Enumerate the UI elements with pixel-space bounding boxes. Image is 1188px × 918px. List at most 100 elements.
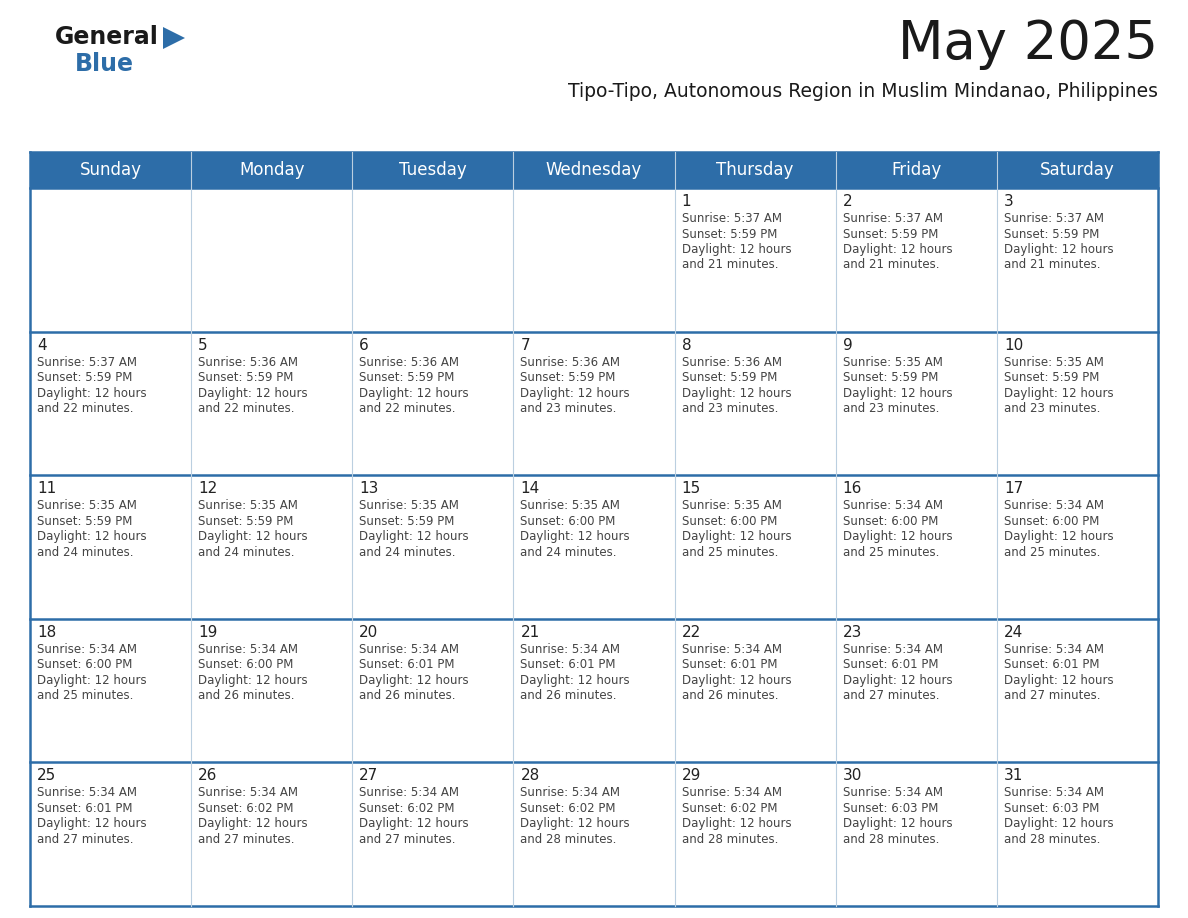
Text: 29: 29 [682,768,701,783]
Bar [30,331,191,476]
Text: and 23 minutes.: and 23 minutes. [520,402,617,415]
Text: 4: 4 [37,338,46,353]
Text: Sunset: 6:00 PM: Sunset: 6:00 PM [37,658,132,671]
Text: Daylight: 12 hours: Daylight: 12 hours [359,674,469,687]
Text: 14: 14 [520,481,539,497]
Text: Sunrise: 5:34 AM: Sunrise: 5:34 AM [37,787,137,800]
Text: Sunday: Sunday [80,161,141,179]
Text: Sunset: 5:59 PM: Sunset: 5:59 PM [682,228,777,241]
Bar [191,331,353,476]
Text: Sunrise: 5:34 AM: Sunrise: 5:34 AM [682,787,782,800]
Text: 22: 22 [682,625,701,640]
Text: and 24 minutes.: and 24 minutes. [520,545,617,559]
Text: Sunrise: 5:35 AM: Sunrise: 5:35 AM [520,499,620,512]
Bar [675,619,835,763]
Text: Sunset: 6:00 PM: Sunset: 6:00 PM [1004,515,1099,528]
Bar [997,188,1158,331]
Text: Sunset: 5:59 PM: Sunset: 5:59 PM [198,371,293,384]
Text: Sunset: 6:03 PM: Sunset: 6:03 PM [842,802,939,815]
Text: Sunset: 5:59 PM: Sunset: 5:59 PM [842,371,939,384]
Text: 24: 24 [1004,625,1023,640]
Text: Sunrise: 5:34 AM: Sunrise: 5:34 AM [520,787,620,800]
Text: Friday: Friday [891,161,941,179]
Text: Sunrise: 5:34 AM: Sunrise: 5:34 AM [1004,643,1104,655]
Text: 26: 26 [198,768,217,783]
Bar [835,476,997,619]
Text: and 28 minutes.: and 28 minutes. [1004,833,1100,845]
Bar [997,476,1158,619]
Text: Sunset: 6:03 PM: Sunset: 6:03 PM [1004,802,1099,815]
Text: and 27 minutes.: and 27 minutes. [198,833,295,845]
Bar [997,763,1158,906]
Text: Daylight: 12 hours: Daylight: 12 hours [842,386,953,399]
Text: 20: 20 [359,625,379,640]
Text: Thursday: Thursday [716,161,794,179]
Text: and 28 minutes.: and 28 minutes. [682,833,778,845]
Text: Sunrise: 5:34 AM: Sunrise: 5:34 AM [682,643,782,655]
Bar [30,763,191,906]
Text: Sunset: 5:59 PM: Sunset: 5:59 PM [682,371,777,384]
Bar [675,331,835,476]
Text: and 26 minutes.: and 26 minutes. [198,689,295,702]
Text: Sunset: 5:59 PM: Sunset: 5:59 PM [1004,371,1099,384]
Bar [675,476,835,619]
Text: Blue: Blue [75,52,134,76]
Text: Daylight: 12 hours: Daylight: 12 hours [682,386,791,399]
Text: and 27 minutes.: and 27 minutes. [1004,689,1100,702]
Text: 12: 12 [198,481,217,497]
Text: 2: 2 [842,194,852,209]
Text: Daylight: 12 hours: Daylight: 12 hours [520,674,630,687]
Bar [353,763,513,906]
Text: Daylight: 12 hours: Daylight: 12 hours [1004,386,1113,399]
Text: Sunrise: 5:34 AM: Sunrise: 5:34 AM [198,643,298,655]
Text: and 27 minutes.: and 27 minutes. [842,689,940,702]
Text: Sunrise: 5:35 AM: Sunrise: 5:35 AM [37,499,137,512]
Text: and 26 minutes.: and 26 minutes. [682,689,778,702]
Bar [835,331,997,476]
Text: Sunrise: 5:34 AM: Sunrise: 5:34 AM [37,643,137,655]
Text: Sunrise: 5:34 AM: Sunrise: 5:34 AM [1004,787,1104,800]
Text: Daylight: 12 hours: Daylight: 12 hours [520,817,630,831]
Text: Sunset: 6:01 PM: Sunset: 6:01 PM [842,658,939,671]
Text: and 24 minutes.: and 24 minutes. [37,545,133,559]
Text: 10: 10 [1004,338,1023,353]
Text: 8: 8 [682,338,691,353]
Text: 16: 16 [842,481,862,497]
Text: Daylight: 12 hours: Daylight: 12 hours [1004,674,1113,687]
Text: Sunset: 5:59 PM: Sunset: 5:59 PM [842,228,939,241]
Text: Sunrise: 5:34 AM: Sunrise: 5:34 AM [842,787,943,800]
Text: General: General [55,25,159,49]
Text: and 27 minutes.: and 27 minutes. [359,833,456,845]
Text: Sunset: 6:01 PM: Sunset: 6:01 PM [359,658,455,671]
Text: Monday: Monday [239,161,304,179]
Text: Sunset: 5:59 PM: Sunset: 5:59 PM [359,515,455,528]
Text: Sunset: 6:00 PM: Sunset: 6:00 PM [198,658,293,671]
Text: 30: 30 [842,768,862,783]
Text: Daylight: 12 hours: Daylight: 12 hours [37,817,146,831]
Text: and 23 minutes.: and 23 minutes. [1004,402,1100,415]
Text: Daylight: 12 hours: Daylight: 12 hours [37,531,146,543]
Text: Daylight: 12 hours: Daylight: 12 hours [359,531,469,543]
Text: and 21 minutes.: and 21 minutes. [1004,259,1100,272]
Text: and 24 minutes.: and 24 minutes. [198,545,295,559]
Text: Sunrise: 5:35 AM: Sunrise: 5:35 AM [359,499,459,512]
Text: and 22 minutes.: and 22 minutes. [37,402,133,415]
Text: Sunrise: 5:36 AM: Sunrise: 5:36 AM [682,355,782,369]
Text: 31: 31 [1004,768,1023,783]
Text: and 25 minutes.: and 25 minutes. [1004,545,1100,559]
Text: Sunrise: 5:36 AM: Sunrise: 5:36 AM [198,355,298,369]
Text: and 23 minutes.: and 23 minutes. [682,402,778,415]
Bar [353,188,513,331]
Text: 6: 6 [359,338,369,353]
Text: 11: 11 [37,481,56,497]
Bar [513,188,675,331]
Text: Daylight: 12 hours: Daylight: 12 hours [359,386,469,399]
Text: Daylight: 12 hours: Daylight: 12 hours [198,817,308,831]
Text: and 25 minutes.: and 25 minutes. [842,545,939,559]
Text: and 28 minutes.: and 28 minutes. [520,833,617,845]
Text: and 26 minutes.: and 26 minutes. [520,689,617,702]
Text: and 21 minutes.: and 21 minutes. [682,259,778,272]
Bar [997,619,1158,763]
Text: May 2025: May 2025 [898,18,1158,70]
Text: Sunrise: 5:34 AM: Sunrise: 5:34 AM [359,643,460,655]
